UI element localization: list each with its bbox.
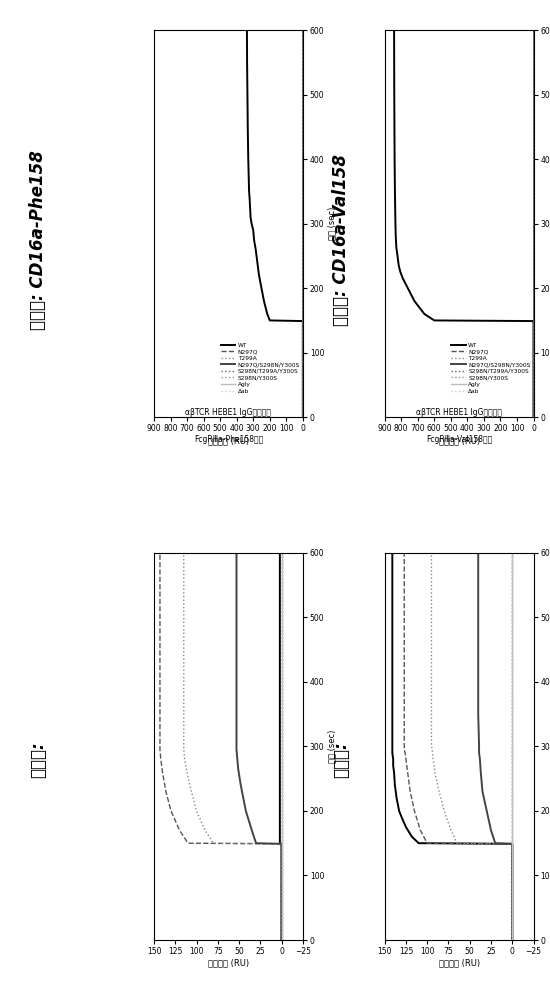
Y-axis label: 时间 (sec): 时间 (sec) <box>327 207 336 240</box>
Y-axis label: 时间 (sec): 时间 (sec) <box>327 730 336 763</box>
Text: αβTCR HEBE1 IgG变体的人: αβTCR HEBE1 IgG变体的人 <box>416 408 502 417</box>
Text: αβTCR HEBE1 IgG变体的人: αβTCR HEBE1 IgG变体的人 <box>185 408 271 417</box>
Legend: WT, N297Q, T299A, N297Q/S298N/Y300S, S298N/T299A/Y300S, S298N/Y300S, Agly, Δab: WT, N297Q, T299A, N297Q/S298N/Y300S, S29… <box>452 343 531 394</box>
Text: 放大的:: 放大的: <box>332 742 350 778</box>
Text: 全尺寸: CD16a-Val158: 全尺寸: CD16a-Val158 <box>332 154 350 326</box>
Text: 放大的:: 放大的: <box>30 742 47 778</box>
X-axis label: 相对响应 (RU): 相对响应 (RU) <box>438 436 480 445</box>
Text: 全尺寸: CD16a-Phe158: 全尺寸: CD16a-Phe158 <box>30 150 47 330</box>
X-axis label: 相对响应 (RU): 相对响应 (RU) <box>438 959 480 968</box>
Legend: WT, N297Q, T299A, N297Q/S298N/Y300S, S298N/T299A/Y300S, S298N/Y300S, Agly, Δab: WT, N297Q, T299A, N297Q/S298N/Y300S, S29… <box>221 343 300 394</box>
X-axis label: 相对响应 (RU): 相对响应 (RU) <box>208 959 249 968</box>
Text: FcgRⅢa-Phe158结合: FcgRⅢa-Phe158结合 <box>194 435 263 444</box>
X-axis label: 相对响应 (RU): 相对响应 (RU) <box>208 436 249 445</box>
Text: FcgRⅢa-Val158结合: FcgRⅢa-Val158结合 <box>426 435 492 444</box>
